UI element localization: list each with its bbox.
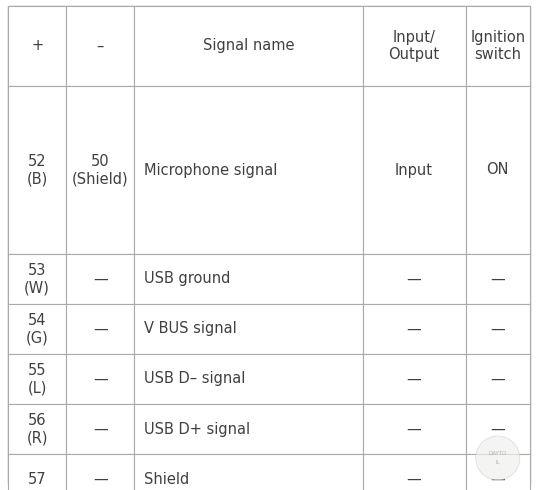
Text: —: — <box>491 321 505 337</box>
Bar <box>465 304 530 354</box>
Text: —: — <box>491 271 505 287</box>
Text: Input: Input <box>395 163 433 177</box>
Bar <box>363 354 465 404</box>
Bar <box>134 86 363 254</box>
Text: 56
(R): 56 (R) <box>26 413 48 445</box>
Bar <box>134 6 363 86</box>
Text: —: — <box>407 371 421 387</box>
Bar <box>8 254 66 304</box>
Bar <box>8 6 66 86</box>
Text: 57: 57 <box>28 471 46 487</box>
Bar <box>66 86 134 254</box>
Bar <box>465 354 530 404</box>
Bar <box>8 304 66 354</box>
Text: —: — <box>93 321 108 337</box>
Bar <box>66 304 134 354</box>
Text: —: — <box>93 371 108 387</box>
Text: —: — <box>93 271 108 287</box>
Bar <box>66 254 134 304</box>
Text: —: — <box>407 421 421 437</box>
Text: Shield: Shield <box>144 471 189 487</box>
Bar <box>465 454 530 490</box>
Bar <box>363 86 465 254</box>
Bar <box>363 454 465 490</box>
Text: 52
(B): 52 (B) <box>26 154 48 186</box>
Bar <box>8 354 66 404</box>
Text: —: — <box>93 471 108 487</box>
Text: USB ground: USB ground <box>144 271 230 287</box>
Text: —: — <box>491 421 505 437</box>
Text: IL: IL <box>495 460 500 465</box>
Text: —: — <box>491 371 505 387</box>
Bar <box>363 304 465 354</box>
Bar <box>134 354 363 404</box>
Bar <box>66 354 134 404</box>
Bar <box>66 404 134 454</box>
Bar <box>465 404 530 454</box>
Circle shape <box>476 436 520 480</box>
Bar <box>66 454 134 490</box>
Text: Microphone signal: Microphone signal <box>144 163 278 177</box>
Bar <box>134 304 363 354</box>
Text: +: + <box>31 39 43 53</box>
Text: Signal name: Signal name <box>203 39 294 53</box>
Bar <box>465 86 530 254</box>
Bar <box>465 6 530 86</box>
Text: · · ·: · · · <box>494 468 501 472</box>
Text: Input/
Output: Input/ Output <box>388 30 440 62</box>
Bar <box>465 254 530 304</box>
Bar <box>134 254 363 304</box>
Text: –: – <box>96 39 104 53</box>
Text: 54
(G): 54 (G) <box>26 313 48 345</box>
Text: DAYTO: DAYTO <box>489 450 507 456</box>
Text: 53
(W): 53 (W) <box>24 263 50 295</box>
Text: —: — <box>93 421 108 437</box>
Text: ON: ON <box>486 163 509 177</box>
Bar <box>8 454 66 490</box>
Bar <box>363 404 465 454</box>
Text: USB D– signal: USB D– signal <box>144 371 245 387</box>
Text: USB D+ signal: USB D+ signal <box>144 421 250 437</box>
Bar <box>8 404 66 454</box>
Text: —: — <box>407 271 421 287</box>
Text: Ignition
switch: Ignition switch <box>470 30 525 62</box>
Bar <box>363 6 465 86</box>
Text: 55
(L): 55 (L) <box>27 363 47 395</box>
Text: —: — <box>407 471 421 487</box>
Bar <box>134 404 363 454</box>
Text: V BUS signal: V BUS signal <box>144 321 237 337</box>
Text: —: — <box>407 321 421 337</box>
Bar <box>363 254 465 304</box>
Bar <box>66 6 134 86</box>
Text: 50
(Shield): 50 (Shield) <box>72 154 129 186</box>
Text: —: — <box>491 471 505 487</box>
Bar <box>8 86 66 254</box>
Bar <box>134 454 363 490</box>
